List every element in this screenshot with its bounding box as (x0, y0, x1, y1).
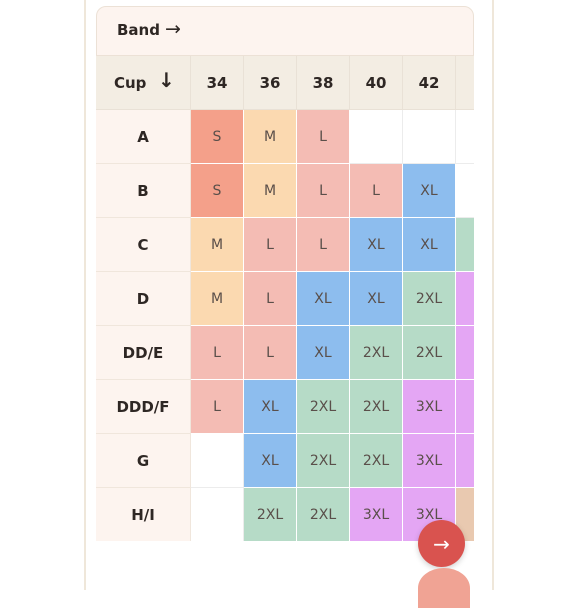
size-cell: XL (403, 164, 456, 218)
cup-row-header: B (96, 164, 191, 218)
size-cell: XL (244, 380, 297, 434)
size-cell: L (244, 326, 297, 380)
empty-size-cell (456, 164, 474, 218)
size-cell: 3XL (403, 434, 456, 488)
size-cell: 2XL (403, 326, 456, 380)
size-cell: M (244, 164, 297, 218)
size-cell: 3 (456, 326, 474, 380)
cup-row-header: G (96, 434, 191, 488)
size-cell: 2XL (350, 380, 403, 434)
size-cell: L (297, 110, 350, 164)
cup-row-header: C (96, 218, 191, 272)
size-cell: XL (350, 272, 403, 326)
cup-row-header: A (96, 110, 191, 164)
size-cell: 4 (456, 488, 474, 541)
size-cell: 2XL (297, 488, 350, 541)
size-cell: 2XL (350, 434, 403, 488)
size-cell: S (191, 164, 244, 218)
size-cell: L (297, 164, 350, 218)
size-cell: L (191, 380, 244, 434)
arrow-right-icon: → (165, 18, 181, 40)
empty-size-cell (191, 434, 244, 488)
size-cell: M (191, 272, 244, 326)
band-column-header: 4 (456, 56, 474, 110)
cup-row-header: DDD/F (96, 380, 191, 434)
band-column-header: 36 (244, 56, 297, 110)
empty-size-cell (191, 488, 244, 541)
empty-size-cell (350, 110, 403, 164)
band-label: Band (117, 21, 160, 39)
next-button[interactable]: → (418, 520, 465, 567)
size-cell: M (244, 110, 297, 164)
band-column-header: 34 (191, 56, 244, 110)
size-cell: 2XL (244, 488, 297, 541)
size-cell: S (191, 110, 244, 164)
band-column-header: 42 (403, 56, 456, 110)
size-cell: 3XL (403, 380, 456, 434)
size-cell: 3 (456, 272, 474, 326)
size-grid: Cup ↓ 34363840424ASMLBSMLLXLCMLLXLXL2DML… (96, 56, 474, 541)
cup-row-header: D (96, 272, 191, 326)
size-cell: 2XL (297, 380, 350, 434)
band-column-header: 40 (350, 56, 403, 110)
cup-label: Cup (114, 73, 147, 92)
size-cell: 3XL (350, 488, 403, 541)
size-cell: 2XL (350, 326, 403, 380)
size-cell: L (191, 326, 244, 380)
cup-header: Cup ↓ (96, 56, 191, 110)
cup-row-header: DD/E (96, 326, 191, 380)
size-cell: 3 (456, 380, 474, 434)
size-cell: L (350, 164, 403, 218)
cup-row-header: H/I (96, 488, 191, 541)
size-cell: 2XL (297, 434, 350, 488)
size-cell: 2XL (403, 272, 456, 326)
size-cell: L (244, 218, 297, 272)
size-cell: 3 (456, 434, 474, 488)
size-cell: M (191, 218, 244, 272)
size-cell: L (297, 218, 350, 272)
arrow-down-icon: ↓ (158, 68, 175, 92)
size-cell: XL (297, 272, 350, 326)
arrow-right-icon: → (433, 531, 450, 556)
band-header: Band → (96, 6, 474, 56)
empty-size-cell (456, 110, 474, 164)
secondary-button[interactable] (418, 568, 470, 608)
size-cell: XL (350, 218, 403, 272)
size-cell: 2 (456, 218, 474, 272)
band-column-header: 38 (297, 56, 350, 110)
size-cell: XL (244, 434, 297, 488)
empty-size-cell (403, 110, 456, 164)
size-cell: L (244, 272, 297, 326)
size-cell: XL (297, 326, 350, 380)
size-cell: XL (403, 218, 456, 272)
